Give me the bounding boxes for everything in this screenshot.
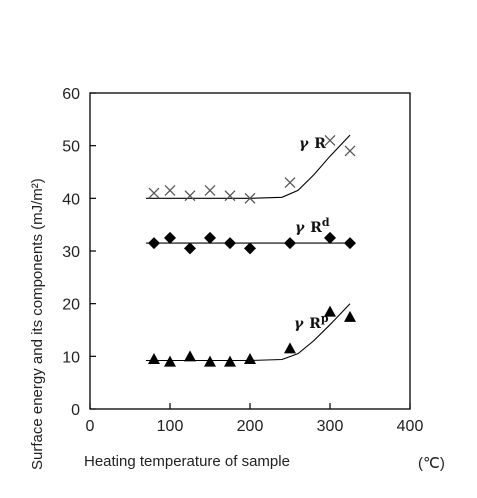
y-tick-label: 10 (62, 349, 80, 366)
cross-marker (204, 184, 216, 196)
series-labels: γ R γ Rd γ Rp (294, 136, 330, 332)
x-axis-unit: (℃) (418, 455, 445, 472)
cross-marker (344, 145, 356, 157)
y-tick-label: 60 (62, 86, 80, 103)
cross-marker (244, 192, 256, 204)
cross-marker (224, 190, 236, 202)
diamond-marker (224, 237, 236, 250)
y-tick-label: 30 (62, 244, 80, 261)
diamond-marker (184, 242, 196, 255)
x-axis-title: Heating temperature of sample (84, 453, 290, 470)
triangle-marker (148, 352, 160, 364)
y-tick-label: 0 (71, 402, 80, 419)
x-tick-label: 400 (397, 418, 424, 435)
diamond-marker (164, 231, 176, 244)
diamond-marker (204, 231, 216, 244)
triangle-marker (244, 352, 256, 364)
cross-marker (284, 177, 296, 188)
diamond-marker (344, 237, 356, 250)
triangle-marker (204, 355, 216, 367)
triangle-marker (284, 342, 296, 354)
triangle-marker (344, 310, 356, 322)
series-label: γ Rd (295, 216, 330, 236)
x-tick-label: 300 (317, 418, 344, 435)
triangle-marker (164, 355, 176, 367)
cross-marker (164, 184, 176, 196)
diamond-marker (148, 237, 160, 250)
cross-marker (148, 187, 160, 199)
x-tick-label: 100 (157, 418, 184, 435)
diamond-marker (284, 237, 296, 250)
series-label: γ Rp (294, 312, 329, 332)
diamond-marker (324, 231, 336, 244)
y-axis-title: Surface energy and its components (mJ/m²… (29, 178, 46, 470)
axis-ticks: 0 100 200 300 400 0 10 20 30 40 50 60 (62, 86, 423, 435)
y-tick-label: 50 (62, 139, 80, 156)
x-tick-label: 200 (237, 418, 264, 435)
fit-line (146, 303, 351, 362)
diamond-marker (244, 242, 256, 255)
triangle-marker (324, 305, 336, 317)
triangle-marker (184, 350, 196, 362)
data-markers (148, 134, 356, 367)
x-tick-label: 0 (86, 418, 95, 435)
y-tick-label: 20 (62, 297, 80, 314)
y-tick-label: 40 (62, 191, 80, 208)
triangle-marker (224, 355, 236, 367)
fit-line (146, 134, 351, 199)
cross-marker (184, 190, 196, 202)
cross-marker (324, 134, 336, 146)
